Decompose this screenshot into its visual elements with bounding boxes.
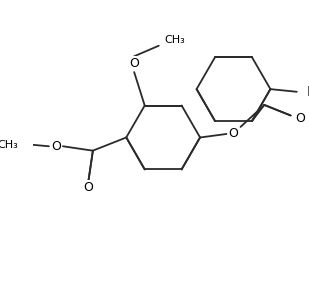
Text: I: I xyxy=(306,85,309,99)
Text: O: O xyxy=(229,127,239,140)
Text: CH₃: CH₃ xyxy=(0,140,18,149)
Text: O: O xyxy=(83,181,93,194)
Text: O: O xyxy=(129,57,139,70)
Text: CH₃: CH₃ xyxy=(164,36,185,45)
Text: O: O xyxy=(51,140,61,153)
Text: O: O xyxy=(295,112,305,125)
